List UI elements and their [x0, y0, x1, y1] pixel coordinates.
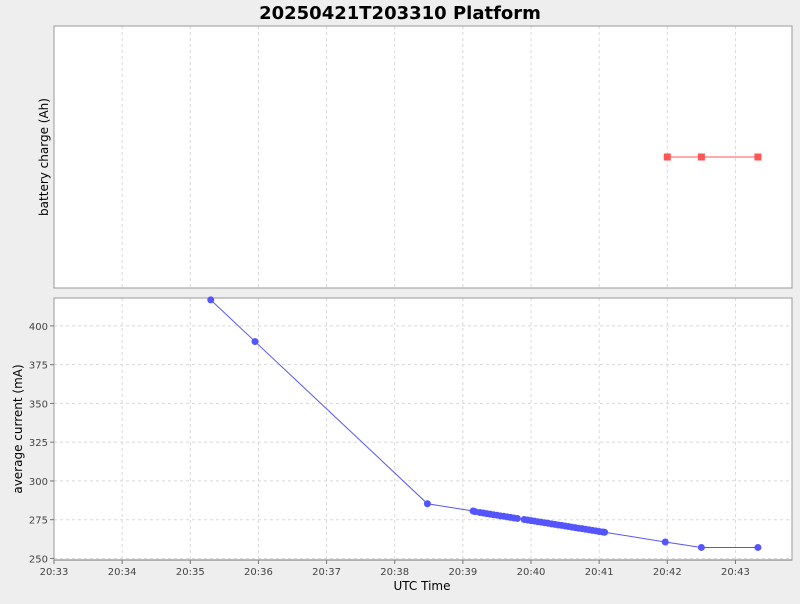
panel-2: 250 275 300 325 350 375 400 average current (mA…	[11, 296, 793, 565]
data-point	[601, 528, 609, 536]
x-tick-label: 20:38	[380, 567, 409, 578]
data-point	[697, 543, 705, 551]
y-tick-label: 325	[29, 438, 48, 449]
x-tick-label: 20:42	[653, 567, 682, 578]
series-2-1	[207, 296, 762, 551]
plot-background	[54, 298, 792, 560]
plot-border	[53, 25, 793, 289]
data-point	[423, 500, 431, 508]
x-tick-label: 20:40	[517, 567, 546, 578]
y-axis-label: battery charge (Ah)	[37, 98, 51, 216]
y-tick-label: 400	[29, 322, 48, 333]
y-axis-label: average current (mA)	[11, 364, 25, 493]
x-tick-label: 20:41	[585, 567, 614, 578]
panels-layer: battery charge (Ah) 250 275 300 325 350 375 400…	[11, 25, 793, 565]
x-tick-label: 20:34	[108, 567, 137, 578]
data-point	[513, 514, 521, 522]
x-axis-label: UTC Time	[394, 579, 451, 593]
x-tick-label: 20:39	[448, 567, 477, 578]
y-tick-label: 275	[29, 516, 48, 527]
data-point	[251, 338, 259, 346]
x-tick-label: 20:43	[721, 567, 750, 578]
data-point	[663, 153, 671, 161]
data-point	[754, 543, 762, 551]
panel-1: battery charge (Ah)	[37, 25, 793, 289]
data-point	[661, 538, 669, 546]
x-tick-label: 20:35	[176, 567, 205, 578]
x-axis: 20:33 20:34 20:35 20:36 20:37 20:38 20:39 20:40…	[40, 559, 792, 578]
x-tick-label: 20:37	[312, 567, 341, 578]
data-point	[754, 153, 762, 161]
y-tick-label: 350	[29, 399, 48, 410]
y-tick-label: 250	[29, 554, 48, 565]
y-tick-label: 300	[29, 477, 48, 488]
x-tick-label: 20:33	[40, 567, 69, 578]
data-point	[207, 296, 215, 304]
series-1-1	[663, 153, 762, 161]
chart-title: 20250421T203310 Platform	[259, 3, 541, 24]
x-tick-label: 20:36	[244, 567, 273, 578]
y-tick-label: 375	[29, 361, 48, 372]
data-point	[697, 153, 705, 161]
